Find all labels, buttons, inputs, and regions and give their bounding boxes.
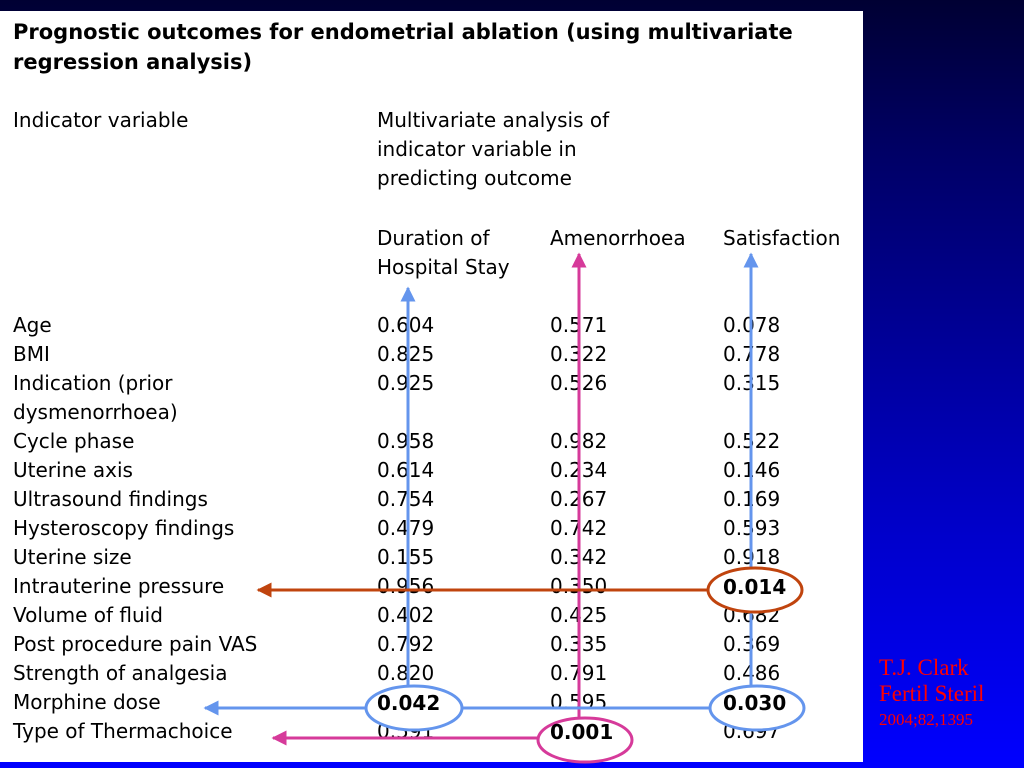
- row-label: Ultrasound findings: [13, 487, 208, 511]
- cell-duration: 0.614: [377, 458, 435, 482]
- row-label: dysmenorrhoea): [13, 400, 178, 424]
- row-label: BMI: [13, 342, 50, 366]
- citation-year: 2004;82,1395: [879, 710, 973, 729]
- highlight-ellipse-0030: [708, 684, 806, 732]
- row-label: Morphine dose: [13, 690, 161, 714]
- highlight-ellipse-0042: [364, 684, 464, 732]
- slide-title: Prognostic outcomes for endometrial abla…: [13, 17, 793, 77]
- highlighted-value: 0.042: [377, 691, 440, 715]
- row-label: Hysteroscopy findings: [13, 516, 235, 540]
- header-indicator-variable: Indicator variable: [13, 108, 189, 132]
- highlighted-value: 0.030: [723, 691, 786, 715]
- row-label: Intrauterine pressure: [13, 574, 225, 598]
- cell-duration: 0.958: [377, 429, 435, 453]
- row-label: Strength of analgesia: [13, 661, 228, 685]
- citation-journal: Fertil Steril: [879, 681, 985, 706]
- highlighted-value: 0.001: [550, 720, 613, 744]
- cell-duration: 0.825: [377, 342, 435, 366]
- row-label: Type of Thermachoice: [13, 719, 233, 743]
- cell-duration: 0.956: [377, 574, 435, 598]
- slide-panel: [0, 11, 863, 762]
- title-line-1: Prognostic outcomes for endometrial abla…: [13, 20, 793, 44]
- row-label: Volume of fluid: [13, 603, 163, 627]
- row-label: Cycle phase: [13, 429, 135, 453]
- cell-duration: 0.754: [377, 487, 435, 511]
- cell-duration: 0.402: [377, 603, 435, 627]
- header-multivariate-line: Multivariate analysis of: [377, 108, 610, 132]
- highlight-ellipse-0001: [536, 716, 634, 764]
- cell-duration: 0.820: [377, 661, 435, 685]
- header-multivariate-line: predicting outcome: [377, 166, 572, 190]
- cell-duration: 0.604: [377, 313, 435, 337]
- row-label: Uterine axis: [13, 458, 133, 482]
- citation: T.J. Clark Fertil Steril 2004;82,1395: [879, 655, 984, 733]
- row-label: Age: [13, 313, 52, 337]
- title-line-2: regression analysis): [13, 50, 253, 74]
- cell-duration: 0.925: [377, 371, 435, 395]
- highlighted-value: 0.014: [723, 575, 786, 599]
- citation-author: T.J. Clark: [879, 655, 969, 680]
- highlight-ellipse-0014: [706, 566, 804, 614]
- cell-duration: 0.155: [377, 545, 435, 569]
- row-label: Uterine size: [13, 545, 132, 569]
- cell-duration: 0.792: [377, 632, 435, 656]
- header-multivariate-line: indicator variable in: [377, 137, 577, 161]
- cell-duration: 0.479: [377, 516, 435, 540]
- header-satisfaction: Satisfaction: [723, 226, 841, 250]
- row-label: Indication (prior: [13, 371, 173, 395]
- header-duration-hospital-stay: Hospital Stay: [377, 255, 510, 279]
- header-amenorrhoea: Amenorrhoea: [550, 226, 686, 250]
- row-label: Post procedure pain VAS: [13, 632, 258, 656]
- header-duration-hospital-stay: Duration of: [377, 226, 490, 250]
